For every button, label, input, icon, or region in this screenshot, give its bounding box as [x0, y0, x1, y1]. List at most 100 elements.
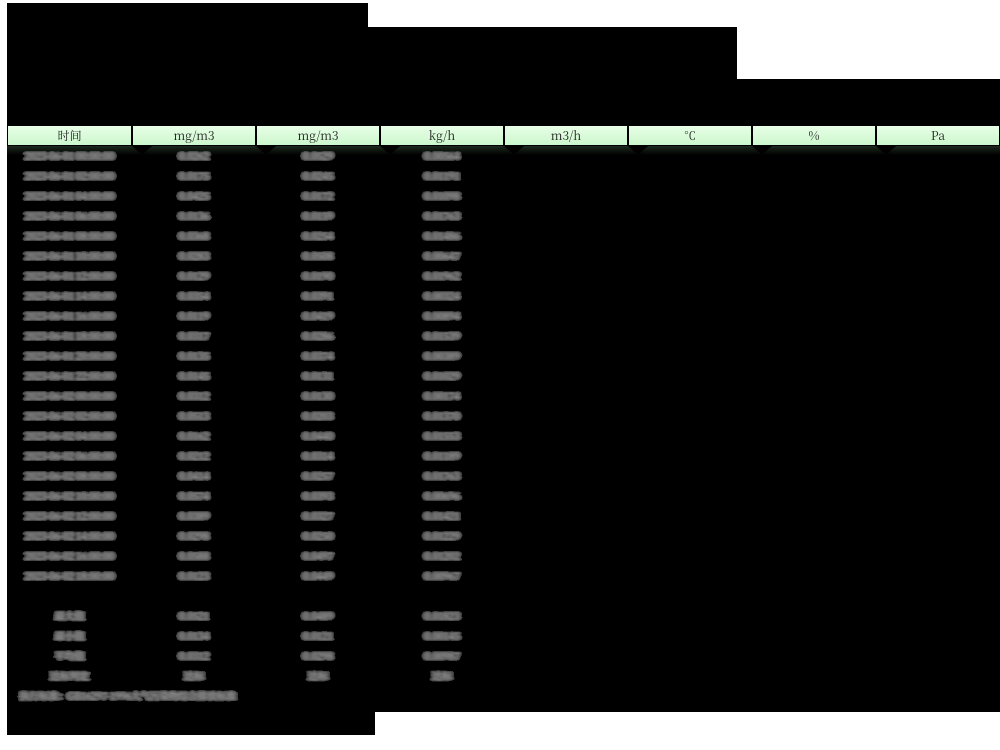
svg-text:0.0162: 0.0162 — [179, 428, 208, 442]
svg-text:0.0414: 0.0414 — [179, 468, 209, 482]
svg-text:0.0368: 0.0368 — [179, 228, 208, 242]
svg-text:0.01229: 0.01229 — [425, 528, 459, 542]
svg-text:0.0257: 0.0257 — [303, 468, 332, 482]
svg-text:0.0159: 0.0159 — [303, 208, 332, 222]
svg-text:2023-06-02 06:00:00: 2023-06-02 06:00:00 — [25, 448, 113, 462]
svg-text:2023-06-01 22:00:00: 2023-06-01 22:00:00 — [25, 368, 113, 382]
svg-text:0.01486: 0.01486 — [425, 228, 459, 242]
svg-text:0.0513: 0.0513 — [179, 408, 208, 422]
svg-text:0.01029: 0.01029 — [425, 368, 459, 382]
svg-text:0.01098: 0.01098 — [425, 188, 459, 202]
svg-text:达标判定: 达标判定 — [50, 668, 89, 682]
svg-text:0.01189: 0.01189 — [425, 448, 459, 462]
svg-text:达标: 达标 — [308, 668, 328, 682]
svg-text:0.01962: 0.01962 — [425, 268, 459, 282]
svg-text:2023-06-01 02:00:00: 2023-06-01 02:00:00 — [25, 168, 113, 182]
svg-text:0.0298: 0.0298 — [303, 648, 332, 662]
svg-text:2023-06-02 16:00:00: 2023-06-02 16:00:00 — [25, 548, 113, 562]
svg-text:0.01539: 0.01539 — [425, 328, 459, 342]
svg-text:0.0286: 0.0286 — [303, 328, 332, 342]
svg-text:0.0425: 0.0425 — [179, 188, 208, 202]
svg-text:2023-06-01 16:00:00: 2023-06-01 16:00:00 — [25, 308, 113, 322]
svg-text:0.0190: 0.0190 — [303, 268, 332, 282]
svg-text:0.00324: 0.00324 — [425, 288, 460, 302]
svg-text:2023-06-02 02:00:00: 2023-06-02 02:00:00 — [25, 408, 113, 422]
svg-text:2023-06-01 00:00:00: 2023-06-01 00:00:00 — [25, 148, 113, 162]
svg-text:执行标准：GB16297-1996大气污染物综合排放标准: 执行标准：GB16297-1996大气污染物综合排放标准 — [20, 688, 236, 702]
svg-text:0.0298: 0.0298 — [179, 528, 208, 542]
svg-text:0.0203: 0.0203 — [303, 408, 332, 422]
svg-text:0.0212: 0.0212 — [179, 448, 208, 462]
svg-text:最小值: 最小值 — [55, 628, 84, 642]
svg-text:0.0374: 0.0374 — [303, 348, 333, 362]
svg-text:2023-06-01 10:00:00: 2023-06-01 10:00:00 — [25, 248, 113, 262]
svg-text:0.0314: 0.0314 — [303, 448, 333, 462]
svg-text:2023-06-02 18:00:00: 2023-06-02 18:00:00 — [25, 568, 113, 582]
svg-text:0.0250: 0.0250 — [303, 528, 332, 542]
svg-text:0.00987: 0.00987 — [425, 648, 459, 662]
svg-text:0.0136: 0.0136 — [179, 208, 208, 222]
svg-text:0.01553: 0.01553 — [425, 428, 459, 442]
svg-text:2023-06-02 12:00:00: 2023-06-02 12:00:00 — [25, 508, 113, 522]
svg-text:达标: 达标 — [432, 668, 452, 682]
svg-text:0.0119: 0.0119 — [179, 308, 208, 322]
svg-text:0.01763: 0.01763 — [425, 208, 459, 222]
svg-text:0.0521: 0.0521 — [179, 608, 208, 622]
svg-text:0.0135: 0.0135 — [179, 348, 208, 362]
svg-text:0.01421: 0.01421 — [425, 508, 459, 522]
svg-text:2023-06-02 08:00:00: 2023-06-02 08:00:00 — [25, 468, 113, 482]
svg-text:0.0588: 0.0588 — [179, 548, 208, 562]
svg-text:0.0262: 0.0262 — [179, 148, 208, 162]
svg-text:2023-06-01 08:00:00: 2023-06-01 08:00:00 — [25, 228, 113, 242]
svg-text:0.0327: 0.0327 — [303, 508, 332, 522]
svg-text:0.0312: 0.0312 — [179, 648, 208, 662]
svg-text:2023-06-01 14:00:00: 2023-06-01 14:00:00 — [25, 288, 113, 302]
svg-text:0.0497: 0.0497 — [303, 548, 332, 562]
svg-text:0.00696: 0.00696 — [425, 488, 459, 502]
svg-text:0.0283: 0.0283 — [179, 248, 208, 262]
svg-text:0.0574: 0.0574 — [179, 488, 209, 502]
svg-text:0.01823: 0.01823 — [425, 608, 459, 622]
svg-text:0.00564: 0.00564 — [425, 148, 460, 162]
svg-text:0.0129: 0.0129 — [179, 268, 208, 282]
svg-text:0.00967: 0.00967 — [425, 568, 459, 582]
svg-text:0.0449: 0.0449 — [303, 568, 332, 582]
svg-text:平均值: 平均值 — [55, 648, 84, 662]
svg-text:0.0529: 0.0529 — [303, 148, 332, 162]
svg-text:0.0393: 0.0393 — [303, 488, 332, 502]
svg-text:2023-06-02 10:00:00: 2023-06-02 10:00:00 — [25, 488, 113, 502]
svg-text:2023-06-02 14:00:00: 2023-06-02 14:00:00 — [25, 528, 113, 542]
svg-text:0.0130: 0.0130 — [303, 388, 332, 402]
svg-text:0.0245: 0.0245 — [303, 168, 332, 182]
svg-text:0.0145: 0.0145 — [179, 368, 208, 382]
svg-text:0.0123: 0.0123 — [179, 568, 208, 582]
svg-text:0.0312: 0.0312 — [179, 388, 208, 402]
svg-text:2023-06-01 06:00:00: 2023-06-01 06:00:00 — [25, 208, 113, 222]
svg-text:0.0254: 0.0254 — [303, 228, 333, 242]
svg-text:2023-06-01 20:00:00: 2023-06-01 20:00:00 — [25, 348, 113, 362]
svg-text:0.0172: 0.0172 — [303, 188, 332, 202]
svg-text:0.0131: 0.0131 — [303, 368, 332, 382]
svg-text:0.00894: 0.00894 — [425, 308, 460, 322]
svg-text:0.0489: 0.0489 — [303, 608, 332, 622]
svg-text:0.0121: 0.0121 — [303, 628, 332, 642]
svg-text:0.0389: 0.0389 — [179, 508, 208, 522]
svg-text:最大值: 最大值 — [55, 608, 84, 622]
svg-text:0.00647: 0.00647 — [425, 248, 459, 262]
svg-text:0.00389: 0.00389 — [425, 348, 459, 362]
svg-text:0.0391: 0.0391 — [303, 288, 332, 302]
svg-text:0.0354: 0.0354 — [179, 288, 209, 302]
svg-text:0.0508: 0.0508 — [303, 248, 332, 262]
svg-text:0.00145: 0.00145 — [425, 628, 459, 642]
svg-text:0.01191: 0.01191 — [425, 168, 459, 182]
svg-text:0.0419: 0.0419 — [303, 308, 332, 322]
svg-text:0.0175: 0.0175 — [179, 168, 208, 182]
svg-text:0.0317: 0.0317 — [179, 328, 208, 342]
svg-text:2023-06-01 12:00:00: 2023-06-01 12:00:00 — [25, 268, 113, 282]
svg-text:0.0440: 0.0440 — [303, 428, 332, 442]
svg-text:达标: 达标 — [184, 668, 204, 682]
svg-text:0.01202: 0.01202 — [425, 548, 459, 562]
svg-text:2023-06-02 04:00:00: 2023-06-02 04:00:00 — [25, 428, 113, 442]
svg-text:2023-06-02 00:00:00: 2023-06-02 00:00:00 — [25, 388, 113, 402]
svg-text:0.00174: 0.00174 — [425, 388, 460, 402]
